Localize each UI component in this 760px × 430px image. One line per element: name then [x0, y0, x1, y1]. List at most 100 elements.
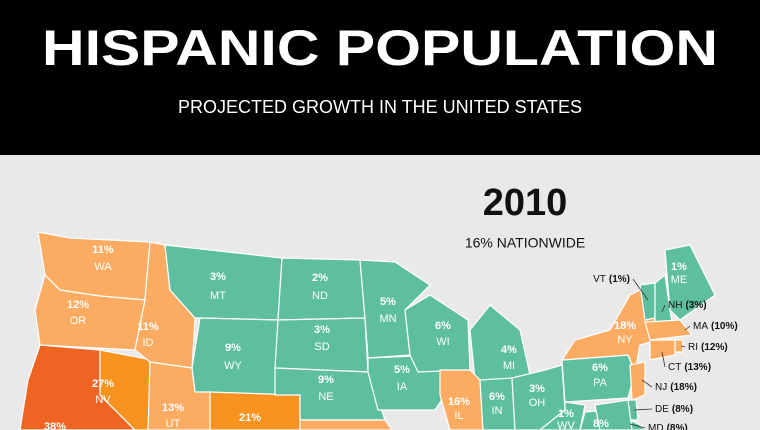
state-shape — [404, 294, 471, 373]
state-shape — [209, 391, 301, 430]
state-abbr: ME — [671, 274, 688, 286]
us-map — [19, 231, 716, 430]
state-abbr: ID — [143, 337, 154, 349]
state-percent: 1% — [671, 261, 687, 273]
state-shape — [191, 317, 279, 396]
state-abbr: PA — [593, 377, 608, 389]
state-shape — [539, 401, 586, 430]
state-percent: 13% — [162, 402, 184, 414]
title: HISPANIC POPULATION — [42, 20, 718, 76]
state-abbr: WA — [94, 261, 112, 273]
state-abbr: CT — [668, 362, 681, 373]
state-shape — [99, 349, 153, 430]
state-labels: 11% WA 12% OR 38% 27% NV 11% ID 3% MT 9% WY 13% UT 21% 2… — [44, 244, 738, 430]
state-callout: NJ (18%) — [655, 382, 697, 393]
state-abbr: MD — [648, 423, 664, 430]
callout-line — [661, 351, 666, 368]
state-callout: MD (8%) — [648, 423, 688, 430]
state-abbr: IL — [454, 410, 463, 422]
callout-line — [661, 304, 666, 313]
state-percent: 12% — [67, 299, 89, 311]
state-abbr: MI — [503, 360, 515, 372]
state-percent: (8%) — [672, 404, 693, 415]
state-callout: NH (3%) — [668, 300, 707, 311]
state-percent: 9% — [318, 374, 334, 386]
state-abbr: WY — [224, 360, 242, 372]
state-percent: 6% — [489, 391, 505, 403]
state-shape — [479, 377, 516, 430]
header-band — [0, 0, 760, 155]
state-callout: MA (10%) — [693, 321, 738, 332]
state-percent: (1%) — [609, 274, 630, 285]
callout-line — [633, 408, 653, 411]
state-abbr: OH — [529, 397, 546, 409]
state-shape — [469, 304, 531, 386]
subtitle: PROJECTED GROWTH IN THE UNITED STATES — [178, 97, 582, 117]
state-percent: 27% — [92, 378, 114, 390]
state-shape — [644, 319, 694, 341]
nationwide: 16% NATIONWIDE — [465, 235, 585, 251]
state-shape — [594, 399, 633, 430]
state-abbr: UT — [166, 418, 181, 430]
state-abbr: WI — [436, 336, 449, 348]
state-abbr: SD — [314, 341, 329, 353]
state-abbr: WV — [557, 420, 575, 430]
state-percent: 6% — [435, 320, 451, 332]
state-callout: CT (13%) — [668, 362, 711, 373]
callout-line — [684, 325, 691, 331]
state-shape — [439, 369, 484, 430]
state-callout: DE (8%) — [655, 404, 693, 415]
state-percent: 18% — [614, 320, 636, 332]
state-percent: 5% — [380, 296, 396, 308]
state-abbr: MA — [693, 321, 708, 332]
state-abbr: IN — [492, 405, 503, 417]
state-abbr: IA — [397, 381, 408, 393]
state-percent: 38% — [44, 421, 66, 430]
state-abbr: VT — [593, 274, 606, 285]
state-percent: 3% — [314, 324, 330, 336]
state-shape — [560, 284, 659, 375]
state-percent: 4% — [501, 344, 517, 356]
state-abbr: NH — [668, 300, 682, 311]
state-percent: 11% — [92, 244, 114, 256]
year: 2010 — [483, 182, 568, 224]
state-callout: RI (12%) — [688, 342, 728, 353]
state-percent: (18%) — [670, 382, 697, 393]
state-percent: 6% — [592, 362, 608, 374]
state-abbr: RI — [688, 342, 698, 353]
state-shape — [649, 339, 676, 361]
state-percent: 9% — [225, 342, 241, 354]
state-abbr: NY — [617, 334, 633, 346]
state-percent: (10%) — [711, 321, 738, 332]
state-abbr: NJ — [655, 382, 667, 393]
state-percent: 3% — [210, 271, 226, 283]
state-percent: 11% — [137, 321, 159, 333]
callout-line — [632, 278, 649, 301]
state-percent: 1% — [558, 408, 574, 420]
state-percent: 21% — [239, 412, 261, 424]
state-abbr: DE — [655, 404, 669, 415]
state-abbr: NV — [95, 394, 111, 406]
state-callout: VT (1%) — [593, 274, 630, 285]
callout-line — [680, 345, 686, 348]
state-percent: (3%) — [685, 300, 706, 311]
state-abbr: OR — [70, 315, 87, 327]
state-percent: (12%) — [701, 342, 728, 353]
state-percent: 2% — [312, 272, 328, 284]
state-shape — [654, 273, 673, 323]
state-abbr: MT — [210, 290, 226, 302]
state-abbr: NE — [318, 391, 333, 403]
state-percent: (8%) — [667, 423, 688, 430]
state-percent: 8% — [593, 418, 609, 430]
state-percent: 5% — [394, 364, 410, 376]
callout-line — [641, 379, 653, 388]
state-shape — [299, 419, 393, 430]
state-shape — [629, 361, 646, 401]
state-abbr: MN — [379, 313, 396, 325]
state-percent: 16% — [448, 396, 470, 408]
state-percent: (13%) — [684, 362, 711, 373]
callout-line — [629, 423, 646, 429]
state-abbr: ND — [312, 290, 328, 302]
